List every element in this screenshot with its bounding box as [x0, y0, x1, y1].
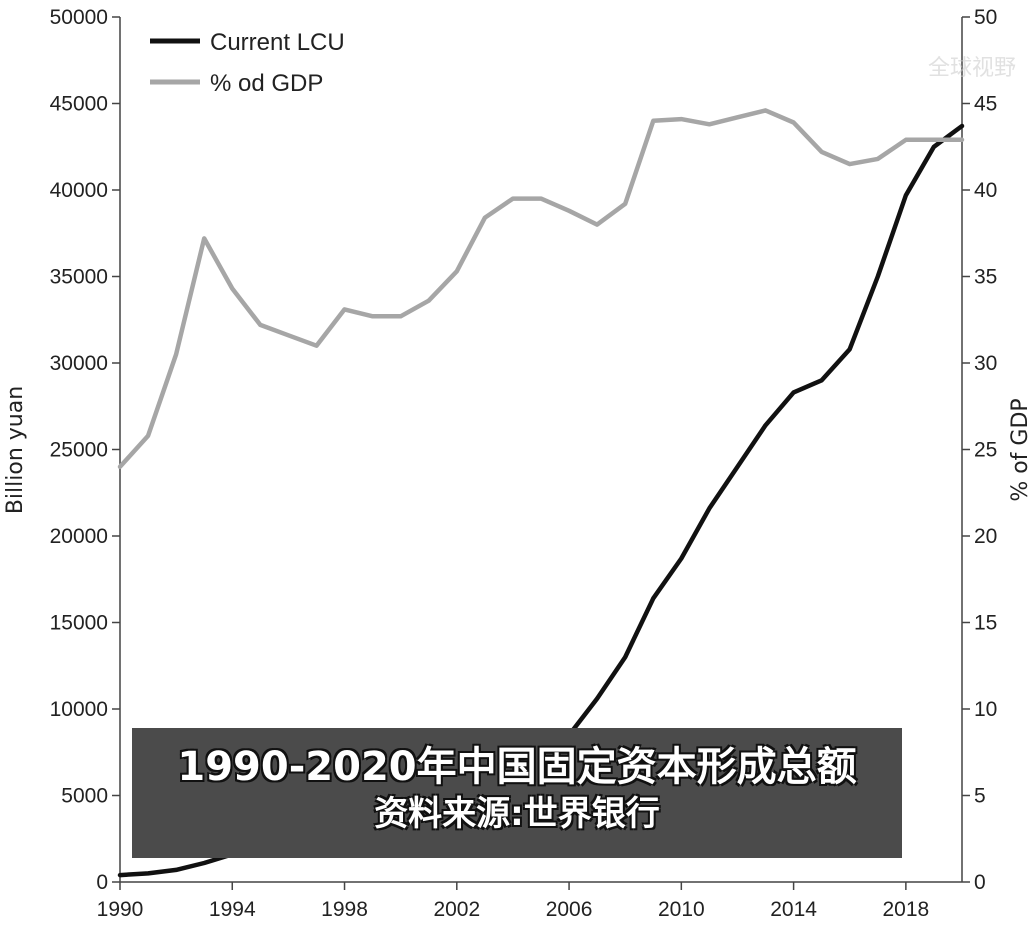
x-tick-label: 2006: [546, 898, 593, 921]
y-left-tick-label: 25000: [50, 439, 108, 462]
y-right-tick-label: 50: [974, 6, 997, 29]
chart-caption-box: 1990-2020年中国固定资本形成总额 资料来源:世界银行: [132, 728, 902, 858]
legend-label-current-lcu: Current LCU: [210, 29, 345, 56]
y-right-tick-label: 25: [974, 439, 997, 462]
y-right-tick-label: 0: [974, 871, 986, 894]
x-tick-label: 2002: [433, 898, 480, 921]
x-tick-label: 2018: [883, 898, 930, 921]
y-right-tick-label: 35: [974, 266, 997, 289]
x-tick-label: 1998: [321, 898, 368, 921]
axes: 0 5000 10000 15000 20000 25000 30000 35000 40000…: [50, 6, 998, 921]
y-left-tick-label: 0: [96, 871, 108, 894]
y-right-tick-label: 15: [974, 612, 997, 635]
y-left-tick-label: 15000: [50, 612, 108, 635]
y-left-tick-label: 20000: [50, 525, 108, 548]
caption-source: 资料来源:世界银行: [374, 794, 660, 834]
y-left-tick-label: 50000: [50, 6, 108, 29]
y-right-tick-label: 45: [974, 93, 997, 116]
x-tick-label: 1990: [97, 898, 144, 921]
y-left-tick-label: 30000: [50, 352, 108, 375]
legend: Current LCU % od GDP: [150, 29, 345, 97]
y-right-tick-label: 40: [974, 179, 997, 202]
y-right-tick-label: 10: [974, 698, 997, 721]
x-tick-label: 2010: [658, 898, 705, 921]
x-tick-label: 1994: [209, 898, 256, 921]
y-axis-left-title: Billion yuan: [3, 386, 28, 514]
x-tick-label: 2014: [770, 898, 817, 921]
y-left-tick-label: 10000: [50, 698, 108, 721]
legend-label-pct-gdp: % od GDP: [210, 70, 323, 97]
y-left-tick-label: 35000: [50, 266, 108, 289]
y-left-tick-label: 45000: [50, 93, 108, 116]
y-left-tick-label: 40000: [50, 179, 108, 202]
series-line-od-gdp: [117, 108, 965, 470]
y-right-tick-label: 20: [974, 525, 997, 548]
y-right-tick-label: 30: [974, 352, 997, 375]
y-axis-right-title: % of GDP: [1008, 398, 1033, 501]
y-left-tick-label: 5000: [61, 785, 108, 808]
y-right-tick-label: 5: [974, 785, 986, 808]
caption-title: 1990-2020年中国固定资本形成总额: [177, 744, 857, 790]
watermark: 全球视野: [928, 56, 1017, 81]
